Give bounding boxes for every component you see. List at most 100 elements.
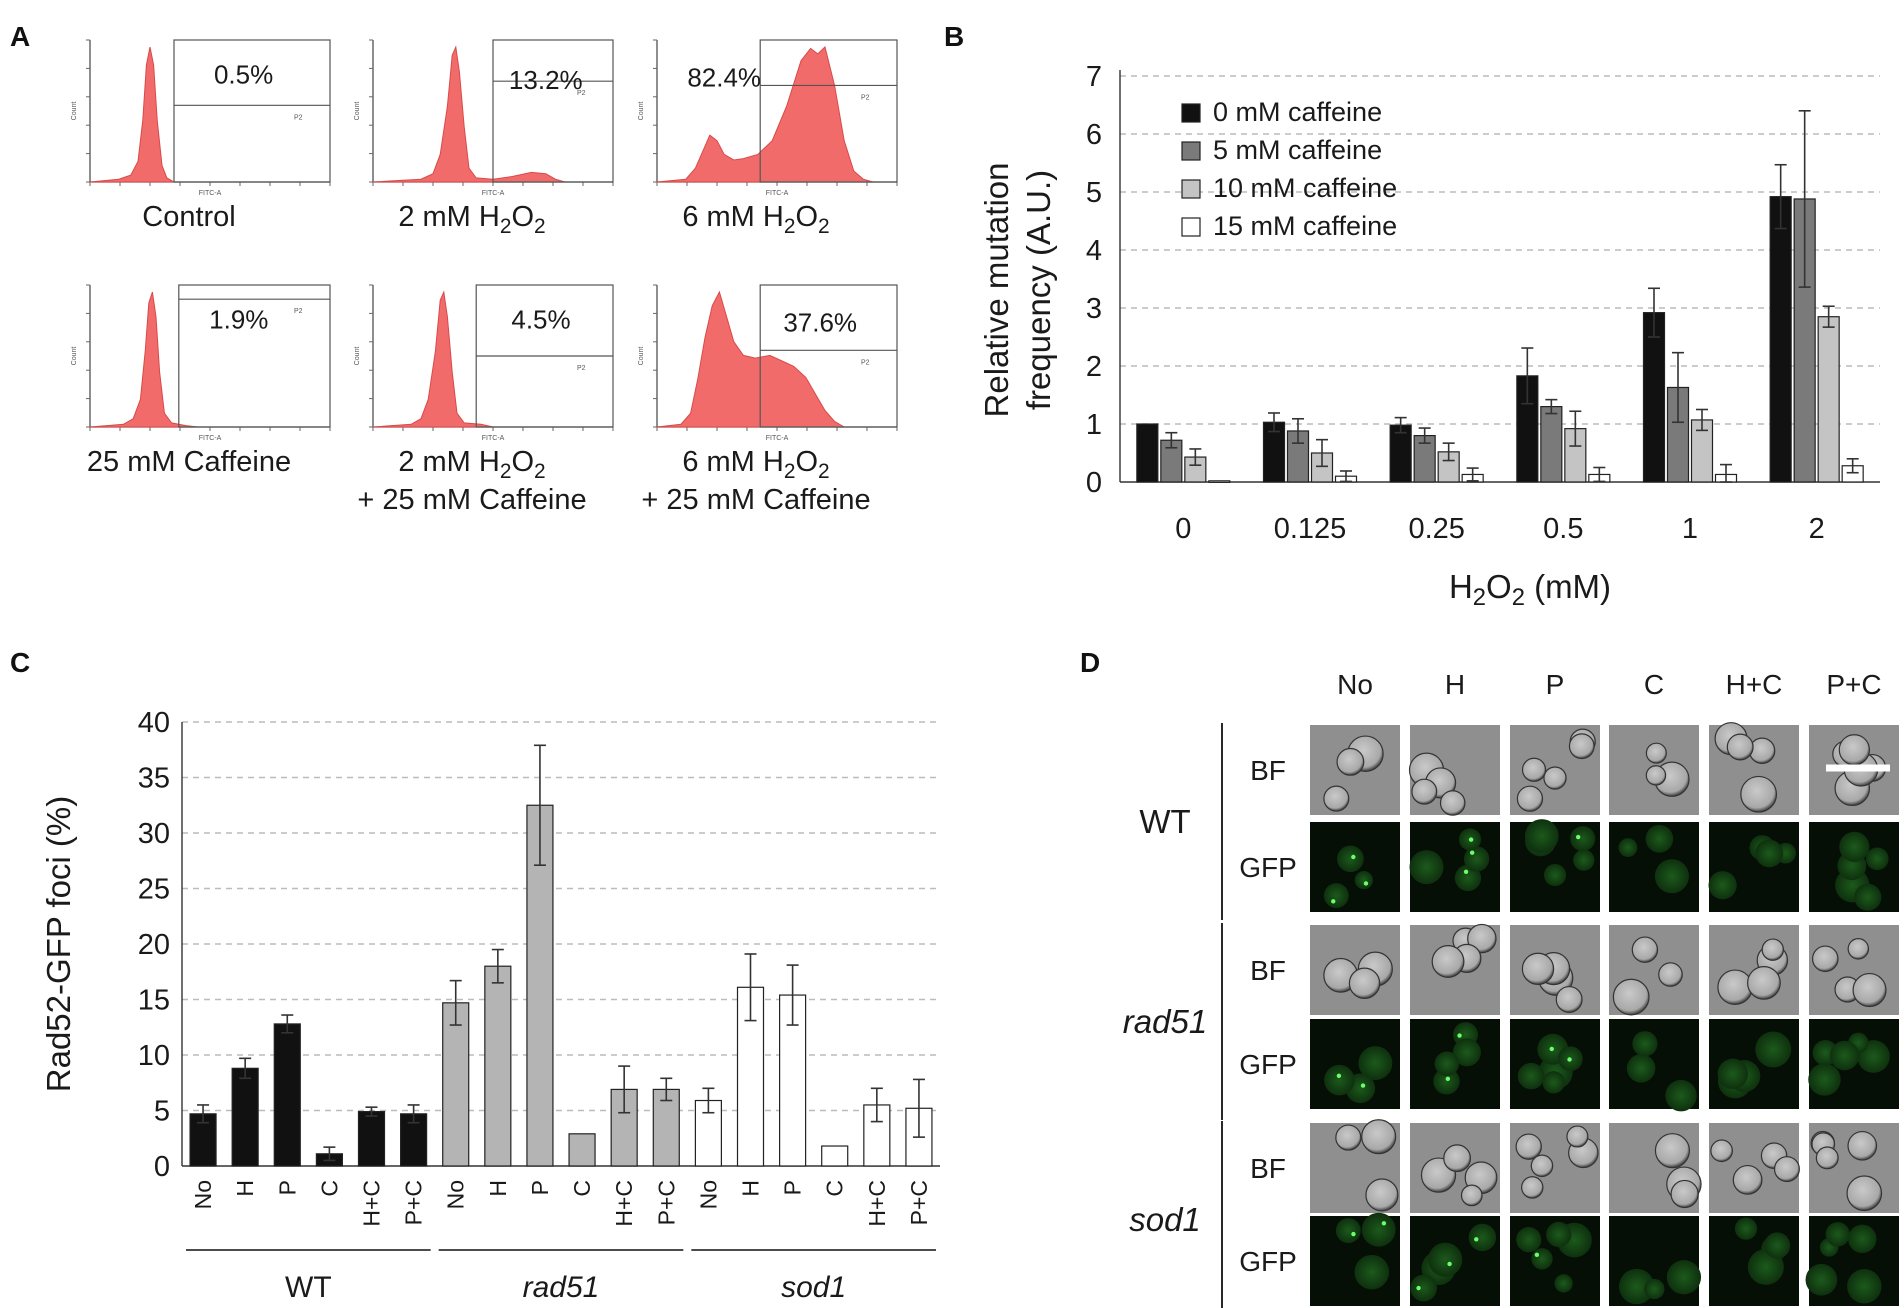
bf-cell xyxy=(1732,1164,1763,1195)
gfp-cell xyxy=(1428,1242,1463,1277)
gate-box xyxy=(173,39,331,183)
gfp-cell xyxy=(1361,1212,1396,1247)
bf-cell xyxy=(1645,765,1667,786)
b-category-label: 0 xyxy=(1175,513,1191,545)
d-row-label: BF xyxy=(1250,755,1286,786)
gfp-focus xyxy=(1463,869,1469,875)
d-row-label: GFP xyxy=(1239,1049,1297,1080)
gate-percent: 13.2% xyxy=(509,65,583,95)
hist-x-label: FITC-A xyxy=(766,435,789,442)
gfp-cell xyxy=(1854,883,1882,911)
histogram-panel: FITC-A Count P2 37.6% 6 mM H2O2+ 25 mM Caffe… xyxy=(638,284,898,516)
bf-cell xyxy=(1838,734,1871,766)
hist-caption-line2: + 25 mM Caffeine xyxy=(357,484,586,516)
panel-label-a: A xyxy=(10,21,30,52)
hist-y-label: Count xyxy=(71,347,78,366)
gate-label: P2 xyxy=(294,114,303,121)
b-ytick-label: 5 xyxy=(1086,177,1102,209)
bf-cell xyxy=(1521,1176,1544,1199)
gfp-cell xyxy=(1354,870,1374,890)
bf-cell xyxy=(1645,742,1667,764)
gate-box xyxy=(492,39,614,183)
b-bar xyxy=(1540,406,1563,483)
b-legend-swatch xyxy=(1181,217,1201,237)
bf-cell xyxy=(1654,1133,1691,1169)
b-ylabel-line2: frequency (A.U.) xyxy=(1020,170,1057,410)
gfp-cell xyxy=(1847,1269,1882,1304)
gfp-cell xyxy=(1734,1217,1758,1240)
c-group-label: rad51 xyxy=(523,1271,600,1304)
gfp-cell xyxy=(1468,1223,1497,1252)
d-strain-label: rad51 xyxy=(1123,1003,1207,1040)
b-legend-swatch xyxy=(1181,179,1201,199)
gfp-focus xyxy=(1445,1076,1451,1082)
hist-y-label: Count xyxy=(638,102,645,121)
c-category-label: P xyxy=(274,1180,300,1195)
c-ylabel: Rad52-GFP foci (%) xyxy=(40,796,77,1092)
c-category-label: H xyxy=(232,1180,258,1197)
c-ytick-label: 5 xyxy=(154,1096,170,1128)
hist-y-label: Count xyxy=(638,347,645,366)
bf-cell xyxy=(1361,1119,1397,1155)
gfp-cell xyxy=(1570,826,1596,852)
b-ytick-label: 3 xyxy=(1086,293,1102,325)
histogram-area xyxy=(656,290,897,428)
gfp-cell xyxy=(1808,1063,1841,1096)
bf-cell xyxy=(1658,962,1683,987)
c-bar xyxy=(357,1111,386,1167)
c-bar xyxy=(442,1002,470,1167)
bf-cell xyxy=(1431,945,1465,978)
d-column-label: P+C xyxy=(1826,669,1881,700)
c-category-label: H+C xyxy=(611,1180,637,1227)
bf-cell xyxy=(1439,790,1466,816)
histogram-panel: FITC-A Count P2 0.5% Control xyxy=(71,39,331,233)
hist-y-label: Count xyxy=(71,102,78,121)
d-column-label: H xyxy=(1445,669,1465,700)
panel-label-d: D xyxy=(1080,647,1100,678)
bf-cell xyxy=(1530,1154,1554,1178)
b-bar xyxy=(1389,424,1412,483)
c-category-label: C xyxy=(822,1180,848,1197)
b-category-label: 0.125 xyxy=(1274,513,1347,545)
gfp-cell xyxy=(1573,849,1595,871)
gate-label: P2 xyxy=(861,359,870,366)
bf-cell xyxy=(1773,1156,1800,1183)
gate-label: P2 xyxy=(577,365,586,372)
bf-cell xyxy=(1852,972,1887,1008)
b-legend-swatch xyxy=(1181,141,1201,161)
gfp-focus xyxy=(1336,1073,1342,1078)
c-category-label: H+C xyxy=(359,1180,385,1227)
b-category-label: 1 xyxy=(1682,513,1698,545)
panel-label-b: B xyxy=(944,21,964,52)
gfp-cell xyxy=(1644,1278,1665,1300)
c-ytick-label: 40 xyxy=(138,707,170,739)
bf-cell xyxy=(1521,757,1547,782)
c-group-label: sod1 xyxy=(781,1271,846,1304)
histogram-area xyxy=(372,290,613,428)
gfp-focus xyxy=(1534,1252,1540,1258)
b-ytick-label: 7 xyxy=(1086,61,1102,93)
gate-box xyxy=(759,284,898,428)
hist-caption: 25 mM Caffeine xyxy=(87,446,291,478)
b-ytick-label: 6 xyxy=(1086,119,1102,151)
gate-box xyxy=(759,39,898,183)
gfp-cell xyxy=(1433,1068,1460,1095)
c-bar xyxy=(610,1088,638,1167)
hist-caption: 2 mM H2O2 xyxy=(398,201,545,238)
histogram-panel: FITC-A Count P2 1.9% 25 mM Caffeine xyxy=(71,284,331,478)
bf-cell xyxy=(1710,1139,1733,1163)
bf-cell xyxy=(1612,978,1650,1016)
c-bar xyxy=(652,1088,680,1167)
b-ytick-label: 2 xyxy=(1086,351,1102,383)
gfp-cell xyxy=(1848,1224,1877,1254)
d-row-label: BF xyxy=(1250,955,1286,986)
histogram-panel: FITC-A Count P2 82.4% 6 mM H2O2 xyxy=(638,39,898,238)
gfp-cell xyxy=(1618,1268,1655,1305)
d-row-label: GFP xyxy=(1239,852,1297,883)
bf-cell xyxy=(1555,985,1583,1013)
bf-cell xyxy=(1460,1184,1483,1207)
gfp-focus xyxy=(1575,834,1581,840)
